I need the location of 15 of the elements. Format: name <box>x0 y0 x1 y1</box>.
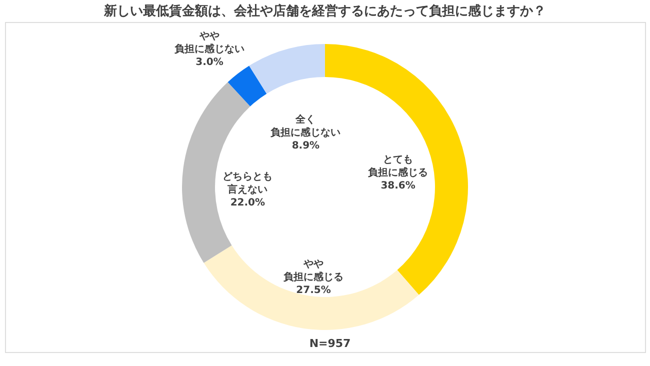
slice-label: やや負担に感じる <box>284 259 344 284</box>
data-label: 27.5% <box>296 285 331 296</box>
data-label: 22.0% <box>230 198 266 209</box>
text: N=957 <box>309 337 351 350</box>
slice-label: とても負担に感じる <box>368 154 428 179</box>
chart-title: 新しい最低賃金額は、会社や店舗を経営するにあたって負担に感じますか？ <box>103 3 546 19</box>
data-label: 38.6% <box>380 180 416 192</box>
donut-slice <box>204 245 419 330</box>
slice-label: どちらとも言えない <box>222 172 273 196</box>
data-label: 3.0% <box>196 57 224 68</box>
donut-slice <box>228 66 267 106</box>
donut-slice <box>249 44 325 94</box>
slice-label: やや負担に感じない <box>174 31 244 56</box>
data-label: 8.9% <box>292 140 320 152</box>
slice-label: 全く負担に感じない <box>270 114 341 139</box>
